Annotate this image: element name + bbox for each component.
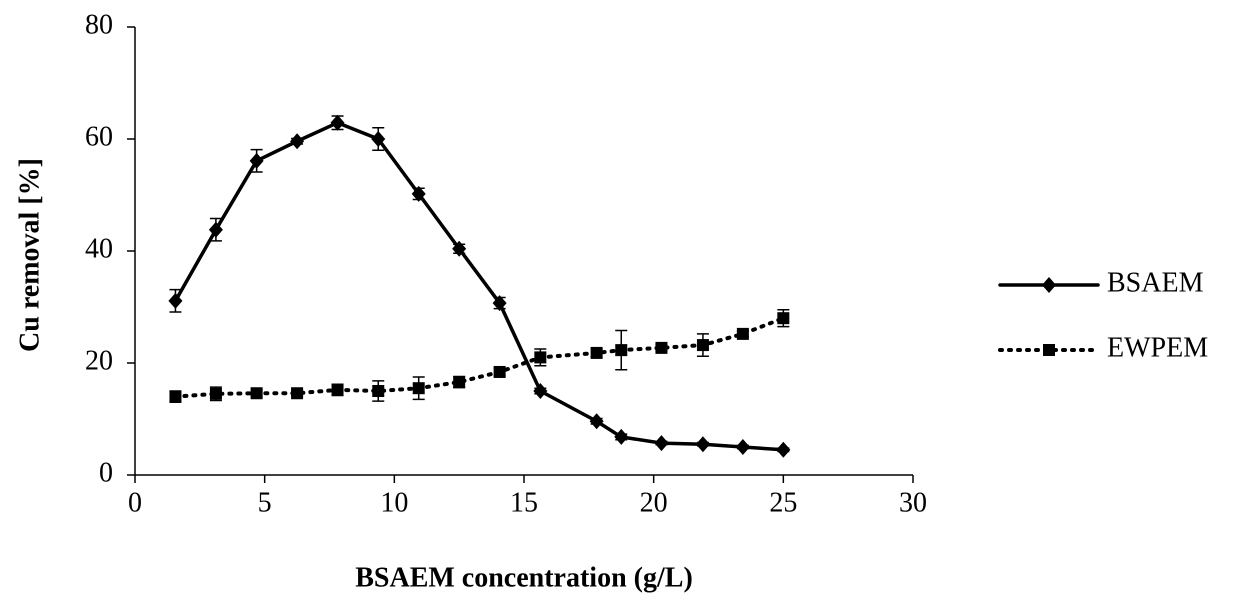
marker [331, 383, 344, 396]
y-tick-label: 20 [85, 345, 113, 376]
x-tick-label: 25 [769, 487, 797, 518]
y-tick-label: 60 [85, 121, 113, 152]
marker [249, 152, 264, 169]
legend-marker [1043, 344, 1055, 356]
x-tick-label: 20 [640, 487, 668, 518]
marker [208, 221, 223, 238]
x-tick-label: 5 [258, 487, 272, 518]
marker [290, 133, 305, 150]
y-tick-label: 80 [85, 9, 113, 40]
marker [695, 436, 710, 453]
marker [372, 385, 385, 397]
marker [615, 344, 628, 357]
marker [411, 185, 426, 202]
marker [493, 365, 506, 378]
marker [735, 439, 750, 455]
marker [777, 312, 790, 325]
marker [655, 341, 668, 354]
marker [412, 382, 425, 395]
marker [696, 339, 709, 352]
marker [168, 292, 183, 309]
marker [654, 435, 669, 452]
legend-label: EWPEM [1107, 332, 1208, 363]
marker [492, 295, 507, 312]
marker [453, 376, 466, 389]
marker [534, 351, 547, 364]
series-line [173, 316, 786, 399]
marker [250, 387, 263, 400]
marker [330, 114, 345, 131]
x-tick-label: 10 [380, 487, 408, 518]
legend-label: BSAEM [1107, 267, 1204, 298]
y-axis-title: Cu removal [%] [14, 158, 45, 352]
x-tick-label: 15 [510, 487, 538, 518]
marker [614, 428, 629, 445]
marker [452, 240, 467, 257]
y-tick-label: 40 [85, 233, 113, 264]
legend-marker [1042, 277, 1056, 293]
marker [589, 413, 604, 430]
x-tick-label: 30 [899, 487, 927, 518]
x-axis-title: BSAEM concentration (g/L) [355, 562, 693, 593]
marker [736, 327, 749, 340]
marker [590, 346, 603, 359]
marker [169, 390, 182, 403]
x-tick-label: 0 [128, 487, 142, 518]
marker [371, 131, 386, 147]
marker [776, 441, 791, 458]
y-tick-label: 0 [99, 457, 113, 488]
series-line [173, 120, 786, 452]
marker [209, 387, 222, 400]
marker [533, 383, 548, 399]
marker [291, 387, 304, 400]
